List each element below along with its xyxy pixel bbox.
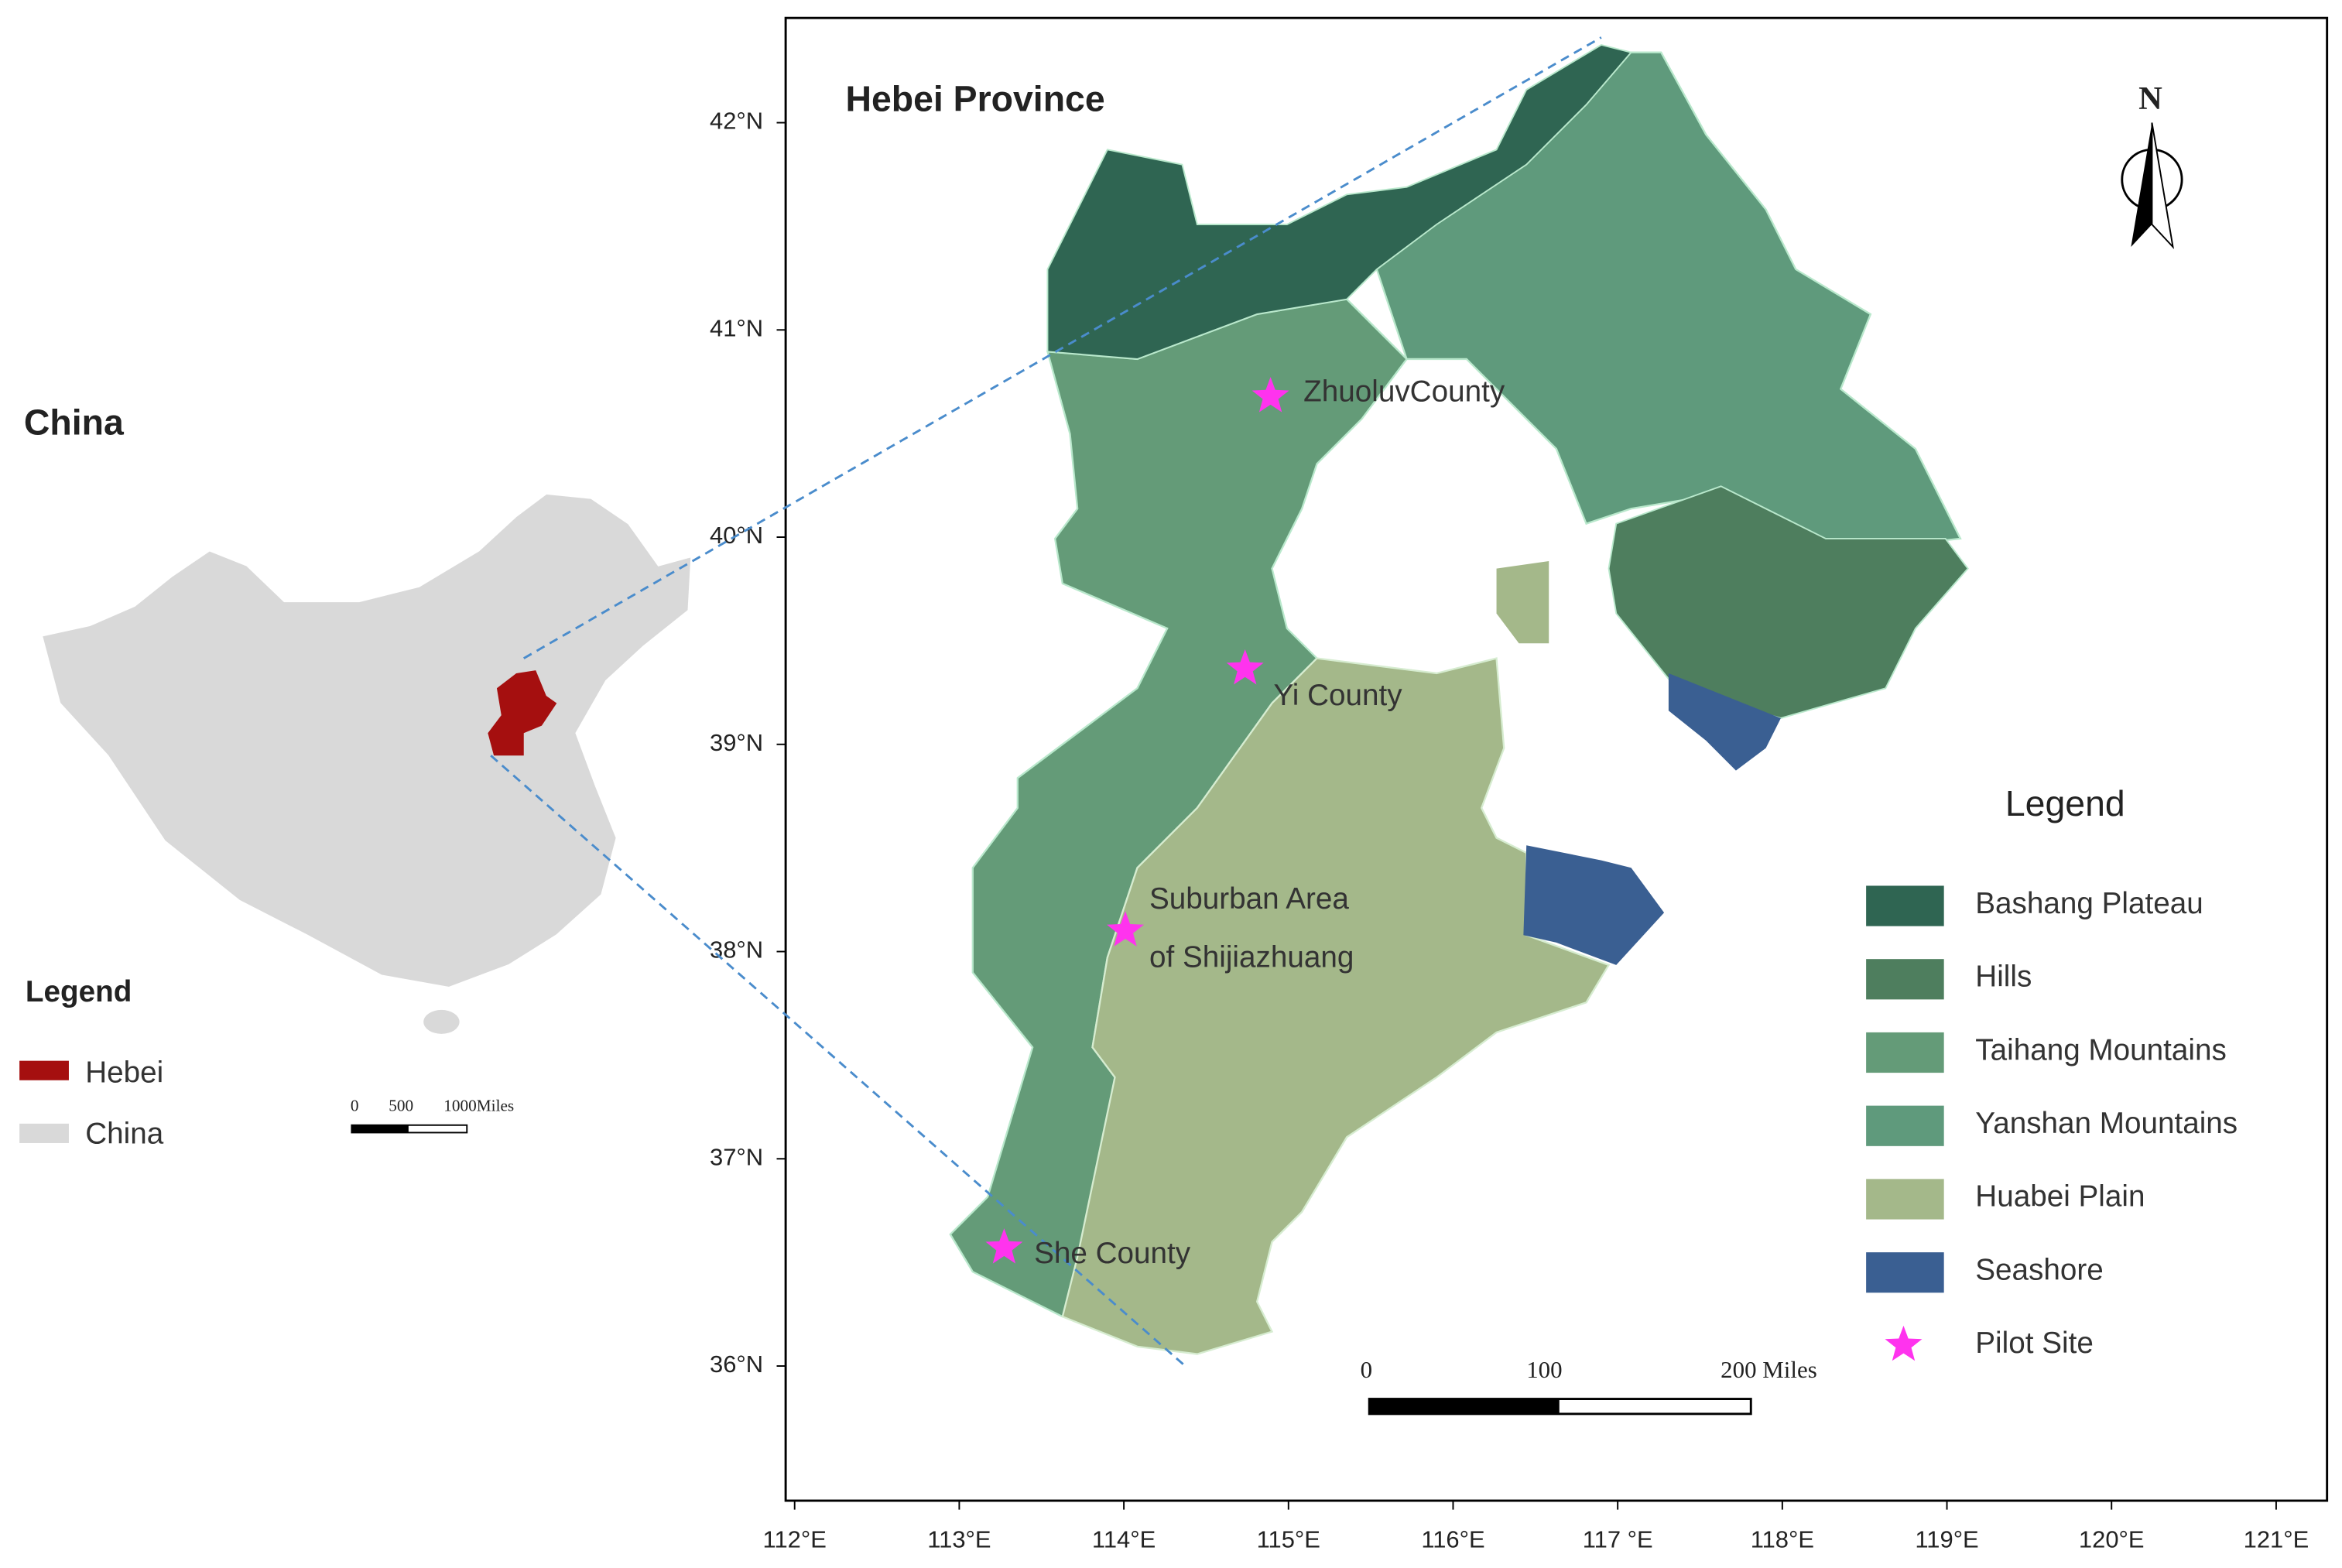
north-arrow [2121,122,2183,249]
lon-label: 112°E [763,1525,827,1553]
scale-label: 1000Miles [443,1096,514,1114]
site-label: of Shijiazhuang [1149,940,1354,974]
scale-label: 0 [1361,1356,1372,1383]
connector [523,36,1602,659]
legend-label: Hills [1975,960,2032,994]
lon-label: 120°E [2079,1525,2145,1553]
legend-swatch [19,1123,69,1143]
site-label: Yi County [1273,679,1402,712]
map-title: Hebei Province [845,79,1104,119]
lon-label: 121°E [2244,1525,2309,1553]
inset-legend-label: China [85,1118,164,1151]
inset-title: China [24,402,125,442]
lat-label: 36°N [710,1351,763,1378]
lon-label: 115°E [1257,1525,1320,1553]
pilot-star [985,1228,1023,1264]
bashang-region [1046,43,1633,360]
legend-swatch [1866,1032,1944,1073]
lon-label: 114°E [1092,1525,1156,1553]
china-shape [40,492,693,988]
legend-swatch [1866,1179,1944,1220]
legend-label: Huabei Plain [1975,1180,2145,1214]
lon-label: 119°E [1915,1525,1978,1553]
pilot-star [1885,1325,1923,1361]
hebei-inset [488,670,557,756]
legend-swatch [19,1060,69,1080]
seashore-region [1523,845,1665,965]
pilot-star [1251,377,1289,413]
ticks: 42°N41°N40°N39°N38°N37°N36°N112°E113°E11… [710,108,2309,1553]
hills-region [1608,485,1969,719]
lat-label: 42°N [710,108,763,135]
hainan [423,1009,460,1034]
inset-legend-label: Hebei [85,1056,163,1089]
huabei-region [1061,657,1611,1355]
scale-label: 0 [351,1096,359,1114]
scale-label: 100 [1526,1356,1562,1383]
lon-label: 113°E [927,1525,991,1553]
seashore-region [1668,673,1781,771]
lon-label: 117 °E [1583,1525,1653,1553]
legend-swatch [1866,1252,1944,1293]
huabei-region [1496,560,1549,644]
pilot-star [1107,911,1145,947]
lat-label: 41°N [710,314,763,341]
lon-label: 118°E [1751,1525,1814,1553]
lat-label: 38°N [710,936,763,964]
legend-label: Yanshan Mountains [1975,1107,2238,1140]
site-label: Suburban Area [1149,882,1349,916]
legend-title: Legend [2005,783,2125,823]
yanshan-region [1375,51,1962,555]
map-frame [784,16,2329,1502]
sites: ZhuoluvCounty Yi County Suburban Area of Sh… [985,375,1505,1270]
site-label: She County [1034,1237,1191,1270]
lon-label: 116°E [1421,1525,1484,1553]
site-label: ZhuoluvCounty [1303,375,1505,409]
lat-label: 39°N [710,729,763,756]
legend-swatch [1866,959,1944,1000]
north-label: N [2138,80,2162,117]
legend-label: Pilot Site [1975,1327,2094,1360]
scale-label: 500 [389,1096,413,1114]
legend: Bashang Plateau Hills Taihang Mountains Yan… [1866,885,2238,1361]
pilot-star [1226,649,1264,685]
lat-label: 37°N [710,1143,763,1170]
legend-label: Taihang Mountains [1975,1033,2227,1066]
scale-bar [1369,1399,1560,1414]
legend-swatch [1866,885,1944,926]
legend-label: Seashore [1975,1253,2103,1286]
legend-swatch [1866,1105,1944,1146]
legend-label: Bashang Plateau [1975,887,2203,920]
scale-bar [351,1125,409,1133]
inset-legend-title: Legend [26,975,132,1008]
connector [490,755,1186,1368]
scale-label: 200 Miles [1721,1356,1817,1383]
